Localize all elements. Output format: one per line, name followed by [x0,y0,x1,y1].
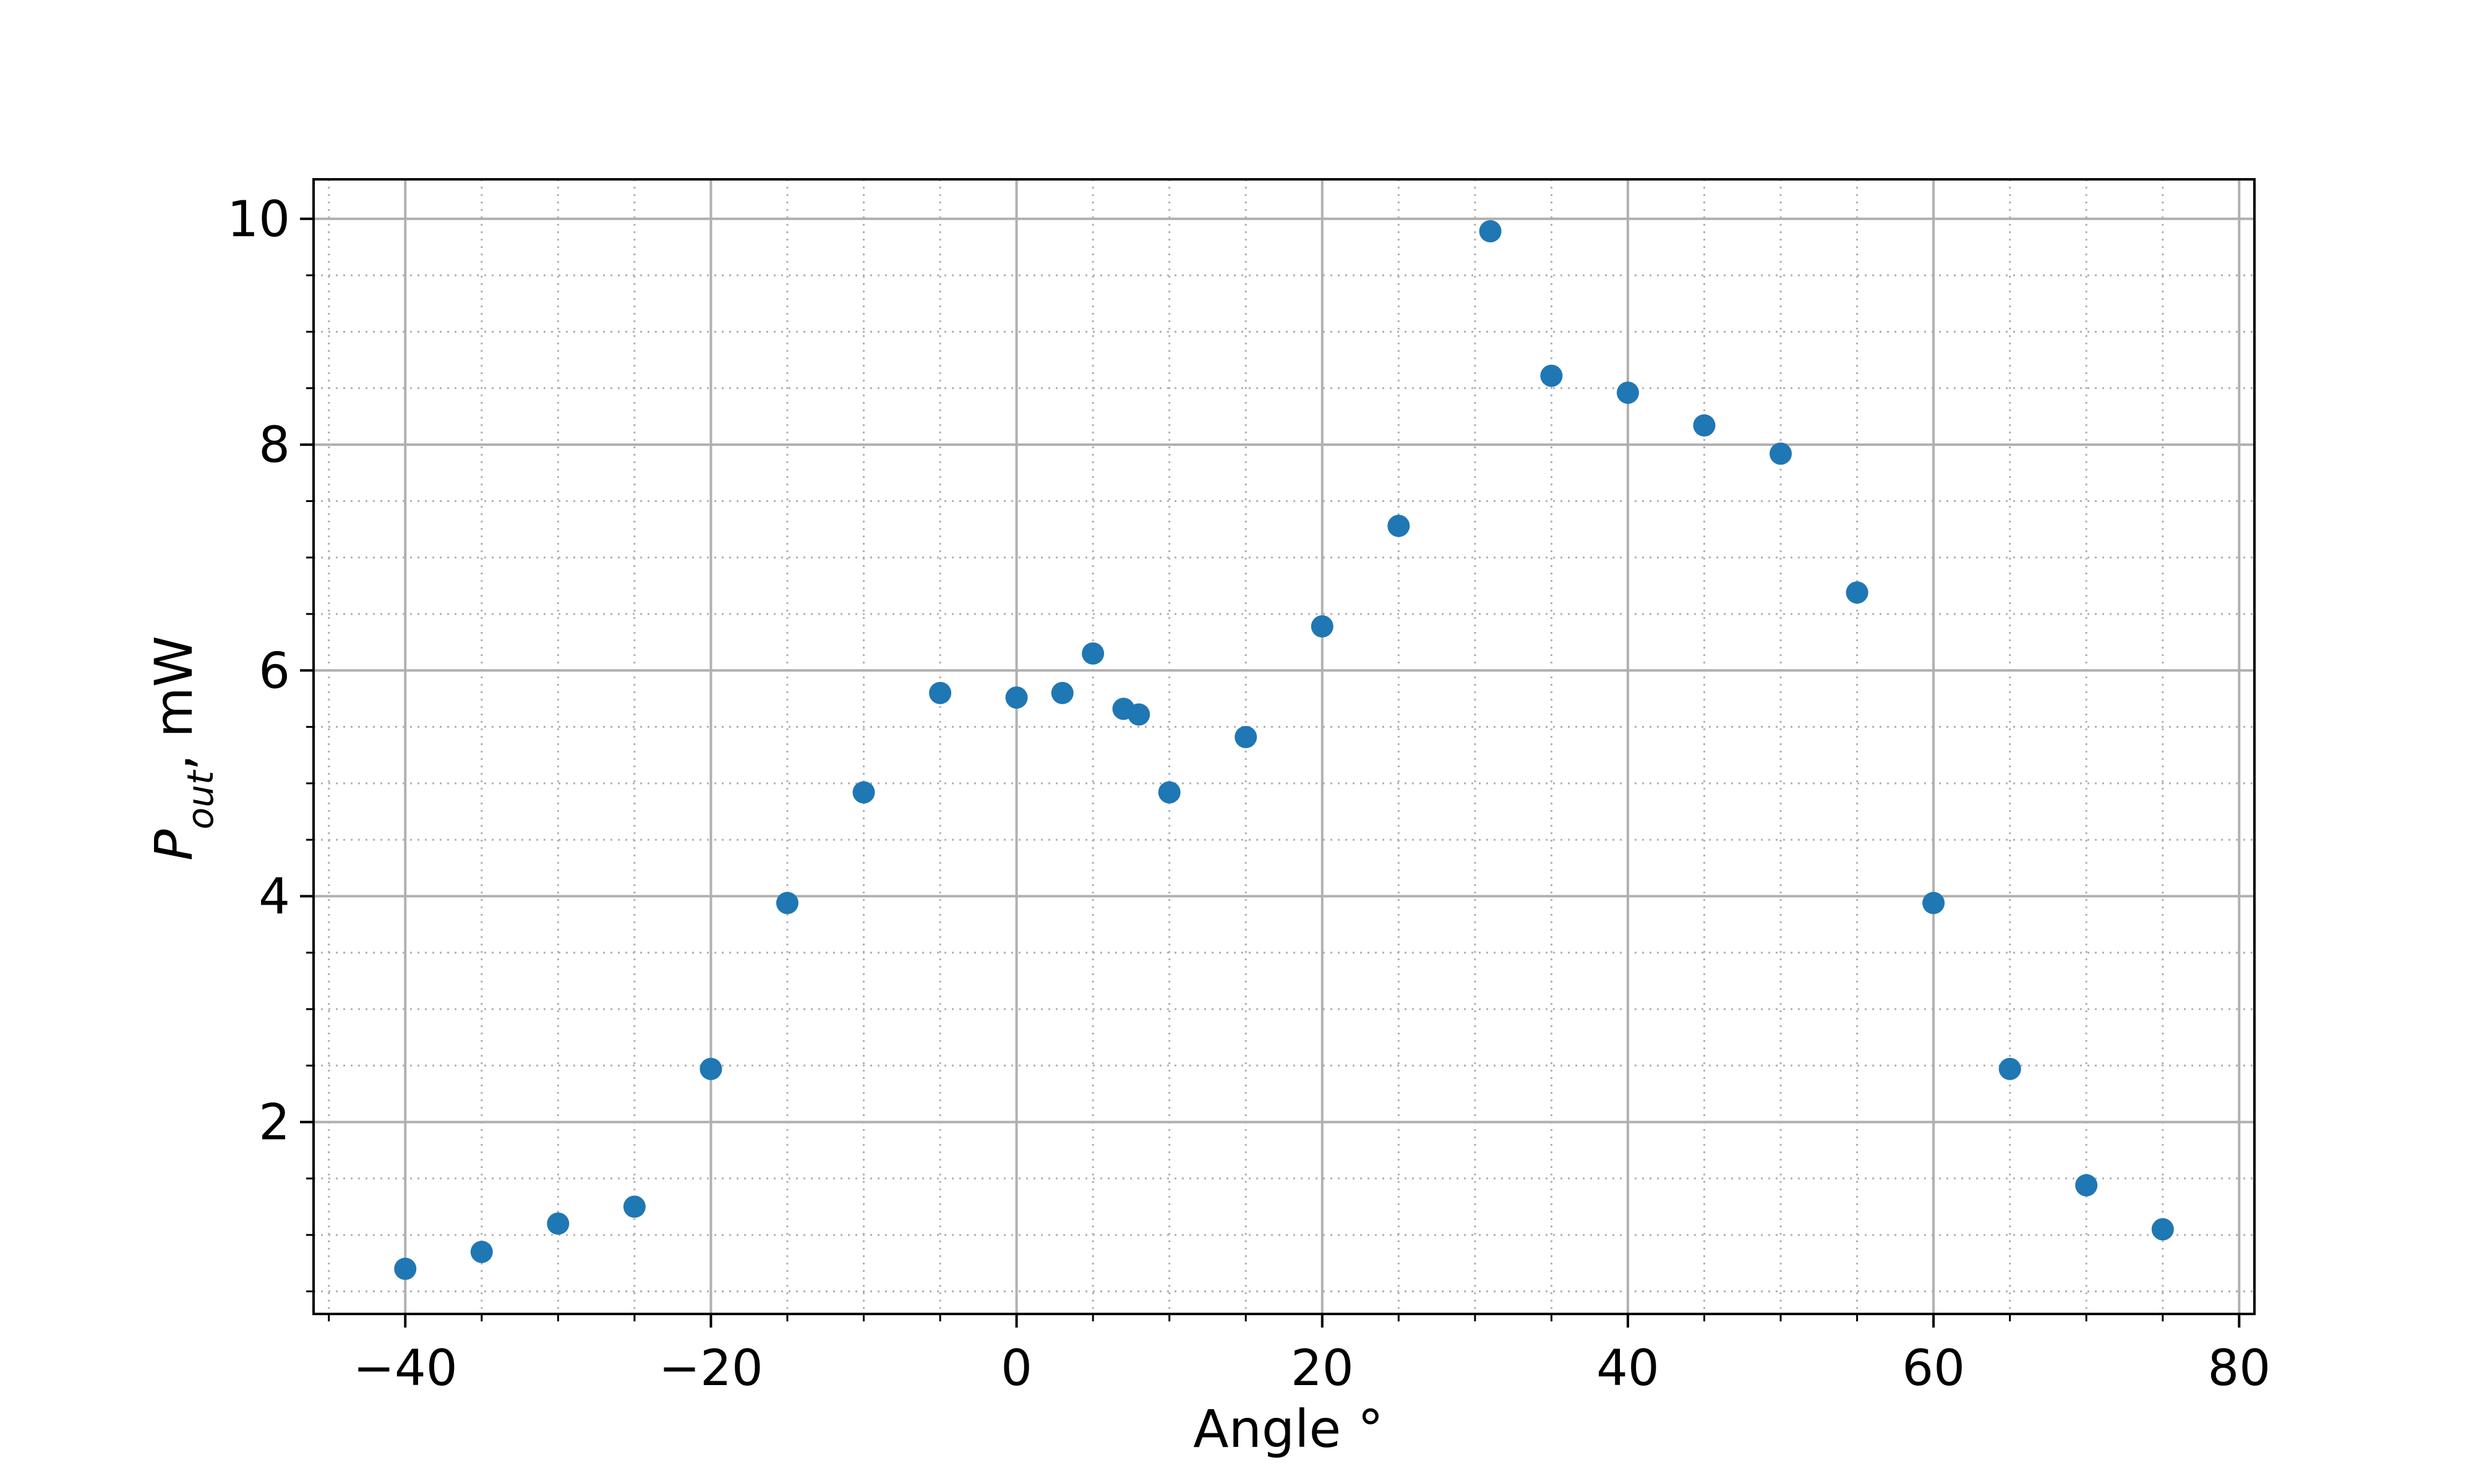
x-tick-label: 0 [1001,1339,1032,1397]
y-axis-label-symbol: P [143,829,204,861]
data-point [1693,414,1716,437]
y-axis-label-unit: , mW [143,636,204,770]
data-point [394,1257,417,1280]
data-point [2075,1174,2098,1196]
data-point [1082,642,1105,665]
x-tick-label: 80 [2207,1339,2271,1397]
data-point [776,892,798,915]
axis-ticks [300,217,2241,1328]
y-tick-label: 2 [259,1094,290,1151]
data-point [1051,681,1074,704]
tick-labels: −40 −20 0 20 40 60 80 2 4 6 8 10 [227,190,2271,1397]
data-point [547,1212,570,1235]
y-tick-label: 10 [227,190,290,248]
data-point [1922,892,1945,915]
x-tick-label: 60 [1902,1339,1965,1397]
data-point [1235,725,1257,748]
y-tick-label: 8 [259,416,290,474]
x-tick-label: −20 [659,1339,763,1397]
data-point [1846,581,1868,604]
data-point [1158,781,1181,804]
data-point [470,1240,493,1263]
data-point [1479,220,1502,242]
y-axis-label-subscript: out [179,769,221,829]
y-axis-label: Pout, mW [143,636,221,861]
data-point [1005,686,1028,709]
y-tick-label: 4 [259,868,290,925]
data-point [623,1195,646,1218]
data-point [1311,615,1333,638]
y-tick-label: 6 [259,642,290,699]
data-point [929,681,952,704]
data-point [1998,1057,2021,1080]
data-point [700,1057,722,1080]
data-point [2151,1218,2174,1241]
x-axis-label: Angle ° [1193,1399,1384,1459]
data-point [1128,703,1150,726]
x-tick-label: 20 [1291,1339,1354,1397]
data-point [1616,382,1639,404]
data-point [1770,442,1792,465]
data-point [852,781,875,804]
data-points [394,220,2174,1280]
x-tick-label: −40 [353,1339,458,1397]
plot-frame [312,178,2256,1315]
major-grid [314,179,2254,1314]
data-point [1540,364,1563,387]
data-point [1387,514,1410,537]
x-tick-label: 40 [1596,1339,1659,1397]
